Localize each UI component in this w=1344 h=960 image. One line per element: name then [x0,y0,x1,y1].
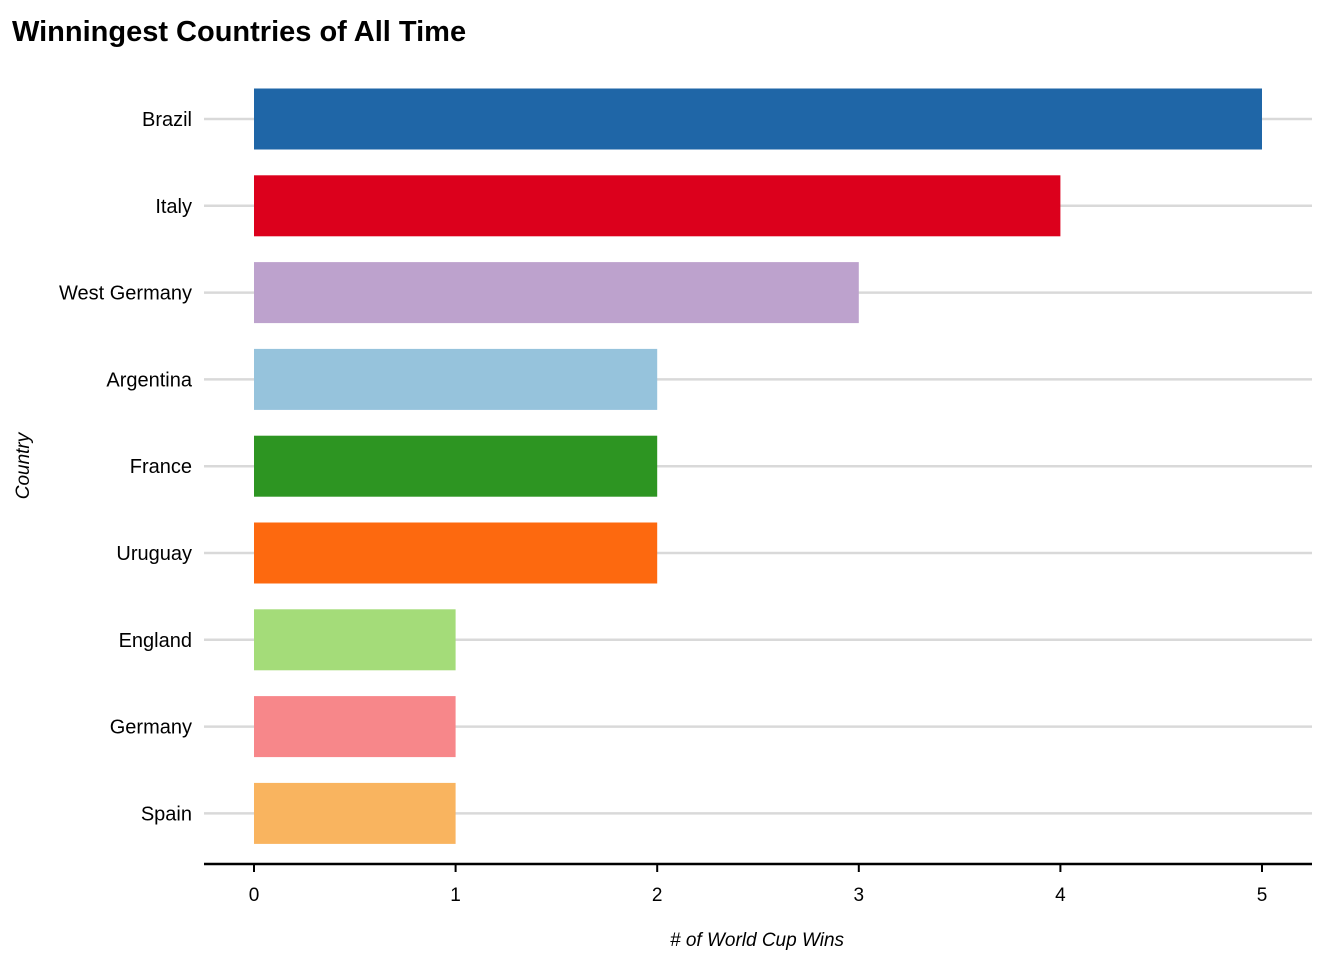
bar-germany [254,696,456,758]
x-tick-label-0: 0 [249,885,260,906]
category-label-argentina: Argentina [106,369,192,391]
bar-argentina [254,348,658,410]
x-tick-label-5: 5 [1257,885,1268,906]
y-axis-title: Country [13,431,34,499]
x-axis-title: # of World Cup Wins [670,930,845,951]
category-label-germany: Germany [110,717,192,739]
x-axis-ticks: 0 1 2 3 4 5 [249,864,1268,906]
bar-west-germany [254,262,859,324]
category-label-uruguay: Uruguay [116,543,192,565]
category-label-west-germany: West Germany [59,283,192,305]
category-label-england: England [119,630,192,652]
bar-italy [254,175,1061,237]
category-label-spain: Spain [141,803,192,825]
category-label-italy: Italy [155,196,192,218]
category-label-france: France [130,456,192,478]
bar-england [254,609,456,671]
bars [254,88,1262,844]
x-tick-label-1: 1 [450,885,461,906]
bar-france [254,435,658,497]
bar-spain [254,782,456,844]
x-tick-label-4: 4 [1055,885,1066,906]
x-tick-label-3: 3 [854,885,865,906]
bar-uruguay [254,522,658,584]
category-labels: Brazil Italy West Germany Argentina France Ur… [59,109,193,825]
category-label-brazil: Brazil [142,109,192,131]
bar-brazil [254,88,1262,150]
x-tick-label-2: 2 [652,885,663,906]
chart-title: Winningest Countries of All Time [12,16,466,48]
